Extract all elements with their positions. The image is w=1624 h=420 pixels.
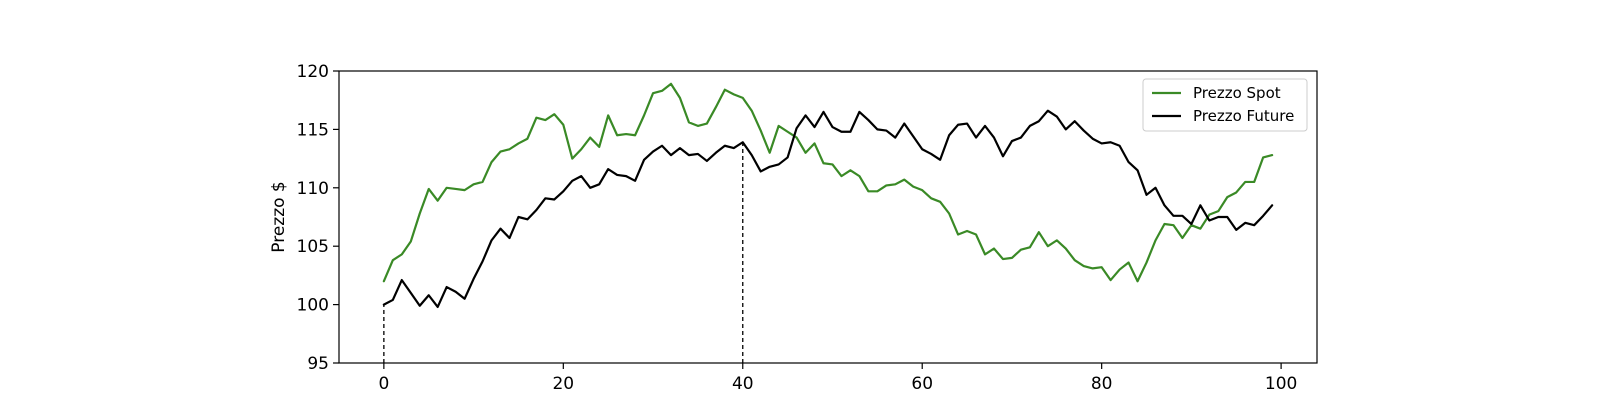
y-tick-label: 115 [297, 120, 329, 140]
legend-box [1142, 78, 1308, 132]
plot-frame [338, 70, 1318, 364]
plot-area [382, 82, 1274, 363]
series-line-1 [382, 109, 1274, 309]
x-tick-label: 80 [1091, 374, 1113, 394]
x-tick-label: 40 [732, 374, 754, 394]
y-tick-label: 120 [297, 62, 329, 82]
y-tick-label: 95 [307, 354, 329, 374]
x-tick-label: 60 [911, 374, 933, 394]
axes: 0 20 40 60 80 100 95 100 105 110 115 120 [297, 62, 1298, 394]
x-tick-label: 0 [378, 374, 389, 394]
y-tick-label: 105 [297, 237, 329, 257]
legend-label-1: Prezzo Future [1193, 107, 1294, 125]
y-tick-label: 100 [297, 296, 329, 316]
y-axis-label: Prezzo $ [269, 181, 289, 253]
x-tick-label: 100 [1265, 374, 1297, 394]
series-line-0 [382, 82, 1274, 283]
legend: Prezzo Spot Prezzo Future [1142, 78, 1308, 132]
x-tick-label: 20 [552, 374, 574, 394]
legend-label-0: Prezzo Spot [1193, 84, 1281, 102]
y-tick-label: 110 [297, 179, 329, 199]
